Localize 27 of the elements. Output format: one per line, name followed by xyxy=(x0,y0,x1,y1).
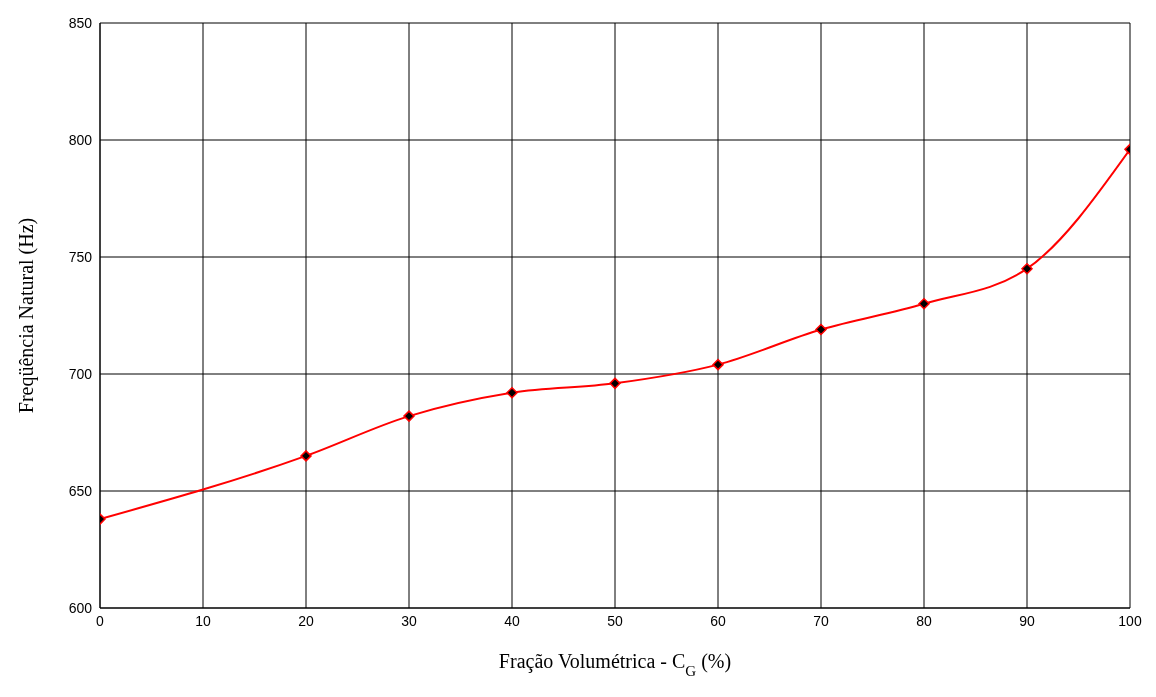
x-tick-label: 100 xyxy=(1118,612,1142,629)
point xyxy=(712,358,724,371)
y-axis-title: Freqüência Natural (Hz) xyxy=(15,217,38,414)
y-tick-label: 850 xyxy=(68,14,93,31)
y-tick-label: 700 xyxy=(68,365,93,382)
point xyxy=(918,298,930,310)
y-tick-label: 750 xyxy=(68,248,93,265)
point xyxy=(815,323,827,336)
point xyxy=(609,377,621,390)
x-tick-label: 20 xyxy=(298,612,314,629)
point xyxy=(403,410,415,422)
point xyxy=(300,450,312,462)
x-tick-label: 40 xyxy=(504,612,520,629)
x-tick-label: 80 xyxy=(916,612,932,629)
y-tick-label: 650 xyxy=(68,482,93,499)
y-tick-label: 600 xyxy=(68,599,93,616)
x-tick-label: 90 xyxy=(1019,612,1035,629)
x-tick-label: 70 xyxy=(813,612,829,629)
point xyxy=(1021,262,1033,275)
x-tick-label: 60 xyxy=(710,612,726,629)
x-tick-label: 0 xyxy=(96,612,105,629)
point xyxy=(506,386,518,399)
x-tick-label: 50 xyxy=(607,612,623,629)
x-tick-label: 30 xyxy=(401,612,417,629)
x-tick-label: 10 xyxy=(195,612,211,629)
x-axis-title: Fração Volumétrica - C$_{G}$ (%) xyxy=(498,650,732,679)
y-tick-label: 800 xyxy=(68,131,93,148)
